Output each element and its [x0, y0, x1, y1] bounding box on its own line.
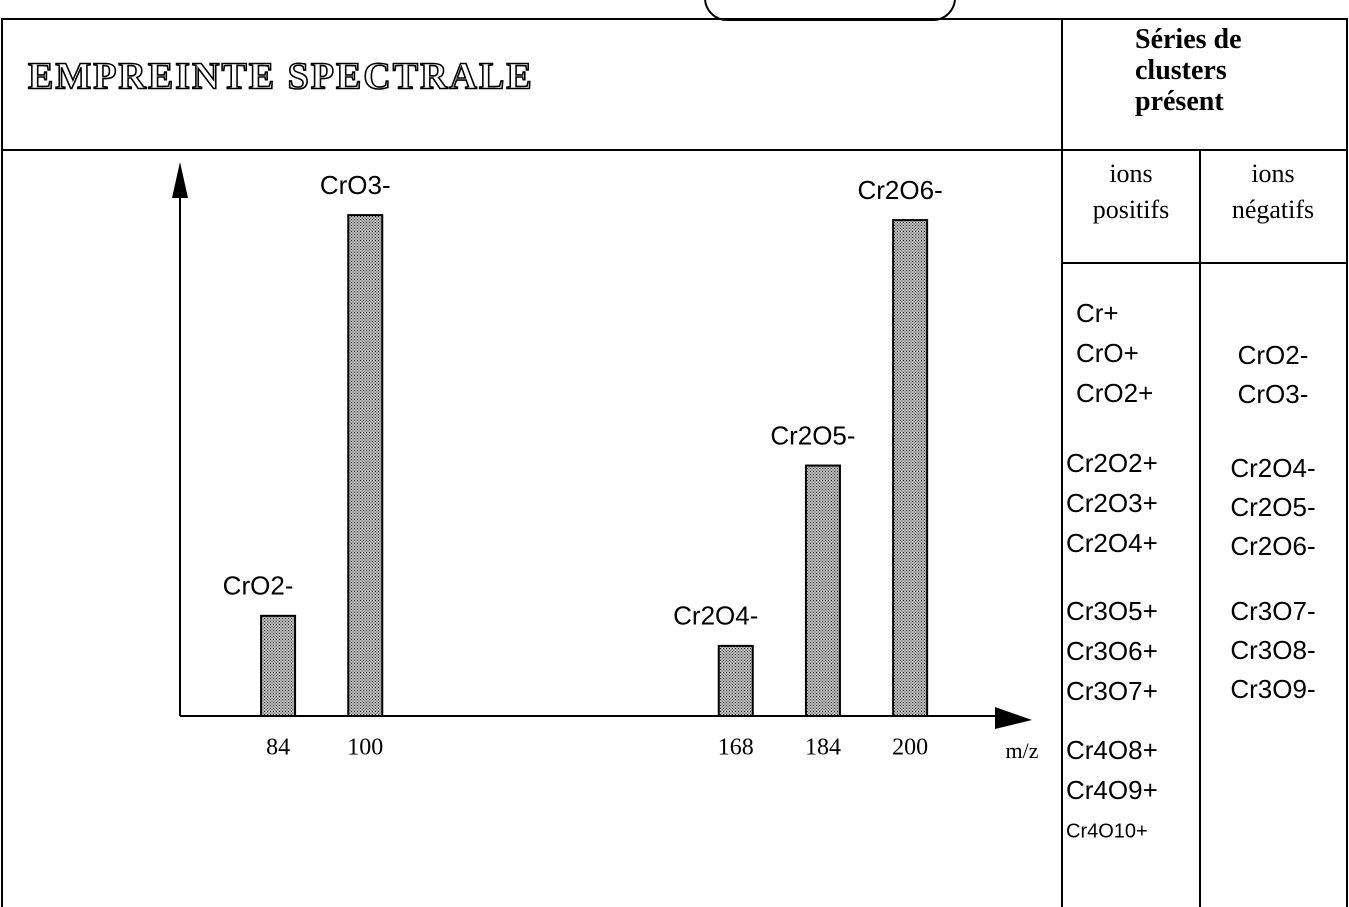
negative-ion: Cr3O7-	[1230, 596, 1315, 626]
x-axis-label: m/z	[1006, 738, 1039, 763]
negative-ion: CrO2-	[1238, 340, 1309, 370]
x-tick-label: 100	[347, 735, 383, 761]
positive-ion: Cr4O8+	[1066, 735, 1158, 765]
positive-ion: Cr4O9+	[1066, 775, 1158, 805]
negative-ion: Cr3O8-	[1230, 635, 1315, 665]
positive-ion: Cr4O10+	[1066, 820, 1148, 842]
negative-ion: Cr3O9-	[1230, 674, 1315, 704]
bar-label: CrO2-	[223, 571, 294, 601]
positive-ion: Cr2O4+	[1066, 528, 1158, 558]
positive-ion: Cr2O2+	[1066, 448, 1158, 478]
positive-ion: Cr3O6+	[1066, 636, 1158, 666]
positive-ion: Cr3O5+	[1066, 596, 1158, 626]
positive-ion: Cr+	[1076, 298, 1119, 328]
bar-label: Cr2O4-	[673, 601, 758, 631]
column-header: ions négatifs	[1232, 159, 1314, 224]
bar	[347, 214, 384, 717]
table-title: Séries de clusters présent	[1135, 24, 1242, 117]
x-tick-label: 84	[266, 735, 290, 761]
column-header: ions positifs	[1093, 159, 1170, 224]
negative-ion: Cr2O4-	[1230, 453, 1315, 483]
x-axis-arrow	[995, 707, 1032, 729]
y-axis-arrow	[172, 162, 188, 198]
bar	[260, 614, 297, 717]
x-tick-label: 200	[892, 735, 928, 761]
positive-ion: CrO+	[1076, 338, 1139, 368]
page-title: EMPREINTE SPECTRALE	[28, 56, 534, 98]
positive-ion: CrO2+	[1076, 378, 1153, 408]
positive-ion: Cr2O3+	[1066, 488, 1158, 518]
x-tick-label: 184	[805, 735, 841, 761]
bar	[804, 464, 841, 717]
bar-label: CrO3-	[320, 170, 391, 200]
bar-label: Cr2O6-	[858, 175, 943, 205]
top-tab	[704, 0, 956, 21]
bar-label: Cr2O5-	[770, 420, 855, 450]
negative-ion: Cr2O6-	[1230, 531, 1315, 561]
bar	[717, 644, 754, 718]
bar	[892, 219, 929, 717]
positive-ion: Cr3O7+	[1066, 676, 1158, 706]
negative-ion: Cr2O5-	[1230, 492, 1315, 522]
frame	[1, 18, 1348, 907]
negative-ion: CrO3-	[1238, 379, 1309, 409]
x-tick-label: 168	[718, 735, 754, 761]
